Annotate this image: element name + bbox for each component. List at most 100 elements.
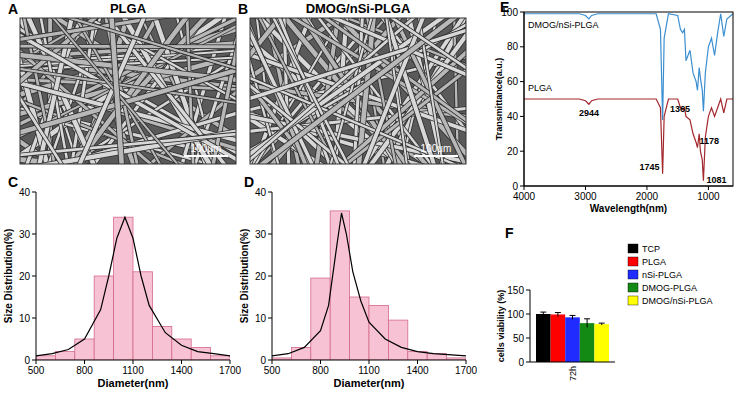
x-tick-label: 1100 bbox=[122, 365, 144, 376]
y-tick bbox=[32, 318, 36, 319]
y-tick-label: 80 bbox=[507, 41, 519, 52]
x-axis bbox=[524, 186, 733, 187]
y-tick bbox=[32, 276, 36, 277]
y-tick bbox=[526, 362, 530, 363]
x-tick bbox=[646, 186, 647, 190]
panel-label: F bbox=[505, 225, 514, 241]
legend-label: DMOG-PLGA bbox=[642, 283, 697, 293]
line bbox=[524, 14, 733, 120]
fiber bbox=[20, 18, 236, 164]
y-axis-title: Size Distribution(%) bbox=[3, 229, 14, 323]
fiber-edge bbox=[373, 18, 466, 164]
x-tick-label: 3000 bbox=[574, 191, 597, 202]
y-tick-label: 20 bbox=[19, 271, 31, 282]
y-tick-label: 0 bbox=[24, 355, 30, 366]
x-tick bbox=[36, 360, 37, 364]
fiber-edge bbox=[20, 18, 236, 164]
scale-bar bbox=[414, 155, 458, 157]
y-tick bbox=[32, 360, 36, 361]
y-tick-label: 40 bbox=[255, 187, 267, 198]
fiber bbox=[250, 18, 466, 164]
hist-bar bbox=[94, 276, 113, 360]
x-tick bbox=[320, 360, 321, 364]
image-title: PLGA bbox=[110, 1, 147, 16]
y-tick-label: 50 bbox=[513, 333, 525, 344]
x-tick bbox=[84, 360, 85, 364]
x-tick-label: 800 bbox=[76, 365, 93, 376]
hist-bar bbox=[75, 339, 94, 360]
panel-label: D bbox=[244, 174, 254, 190]
y-tick-label: 10 bbox=[255, 313, 267, 324]
legend-label: nSi-PLGA bbox=[642, 270, 682, 280]
y-tick bbox=[520, 12, 524, 13]
y-tick bbox=[520, 116, 524, 117]
x-tick-label: 1700 bbox=[455, 365, 478, 376]
x-tick-label: 1100 bbox=[358, 365, 380, 376]
x-tick-label: 1000 bbox=[697, 191, 720, 202]
hist-bar bbox=[388, 320, 407, 360]
x-tick bbox=[133, 360, 134, 364]
y-axis bbox=[524, 12, 525, 186]
x-tick bbox=[272, 360, 273, 364]
x-tick-label: 4000 bbox=[513, 191, 536, 202]
y-tick bbox=[526, 290, 530, 291]
x-tick-label: 72h bbox=[568, 366, 578, 381]
y-tick-label: 20 bbox=[507, 146, 519, 157]
plot-area bbox=[36, 217, 230, 360]
hist-bar bbox=[152, 326, 171, 360]
x-tick-label: 500 bbox=[264, 365, 281, 376]
line bbox=[524, 99, 733, 181]
y-tick bbox=[32, 192, 36, 193]
y-tick-label: 10 bbox=[19, 313, 31, 324]
x-tick bbox=[417, 360, 418, 364]
line bbox=[36, 217, 230, 356]
panel-label: B bbox=[238, 1, 248, 17]
error-bar bbox=[584, 319, 590, 328]
bar bbox=[565, 317, 580, 362]
x-tick-label: 2000 bbox=[636, 191, 659, 202]
y-tick-label: 40 bbox=[507, 111, 519, 122]
bar bbox=[580, 323, 595, 362]
y-tick-label: 60 bbox=[507, 76, 519, 87]
fiber-edge bbox=[20, 18, 236, 164]
figure: APLGA100μmBDMOG/nSi-PLGA100μmC0102030405… bbox=[0, 0, 745, 393]
bar bbox=[594, 324, 609, 362]
legend-label: PLGA bbox=[642, 257, 666, 267]
hist-bar bbox=[36, 356, 55, 360]
x-axis-title: Wavelength(nm) bbox=[590, 203, 667, 214]
fiber bbox=[20, 18, 236, 139]
fiber-edge bbox=[20, 18, 236, 139]
y-tick bbox=[520, 46, 524, 47]
scale-bar-label: 100μm bbox=[191, 143, 222, 154]
fiber bbox=[250, 18, 466, 164]
fiber-edge bbox=[20, 18, 236, 164]
y-tick bbox=[268, 276, 272, 277]
fiber bbox=[20, 18, 236, 164]
fiber bbox=[20, 18, 236, 164]
x-tick-label: 500 bbox=[28, 365, 45, 376]
legend-swatch bbox=[628, 257, 638, 266]
x-axis-title: Diameter(nm) bbox=[334, 377, 405, 389]
panel-label: A bbox=[8, 1, 18, 17]
bar bbox=[536, 314, 551, 362]
series-label: DMOG/nSi-PLGA bbox=[528, 20, 599, 30]
y-tick bbox=[520, 151, 524, 152]
plot-area bbox=[20, 18, 236, 164]
y-tick bbox=[268, 192, 272, 193]
fiber bbox=[20, 18, 236, 164]
y-tick bbox=[268, 360, 272, 361]
error-bar bbox=[570, 315, 576, 319]
legend-label: TCP bbox=[642, 244, 660, 254]
y-tick-label: 0 bbox=[260, 355, 266, 366]
y-tick-label: 0 bbox=[518, 357, 524, 368]
y-axis bbox=[530, 290, 531, 362]
y-tick-label: 0 bbox=[512, 181, 518, 192]
x-tick bbox=[466, 360, 467, 364]
legend-swatch bbox=[628, 270, 638, 279]
line bbox=[272, 213, 466, 356]
y-tick-label: 20 bbox=[255, 271, 267, 282]
x-tick bbox=[230, 360, 231, 364]
fiber-edge bbox=[250, 18, 466, 164]
hist-bar bbox=[211, 356, 230, 360]
hist-bar bbox=[311, 278, 330, 360]
